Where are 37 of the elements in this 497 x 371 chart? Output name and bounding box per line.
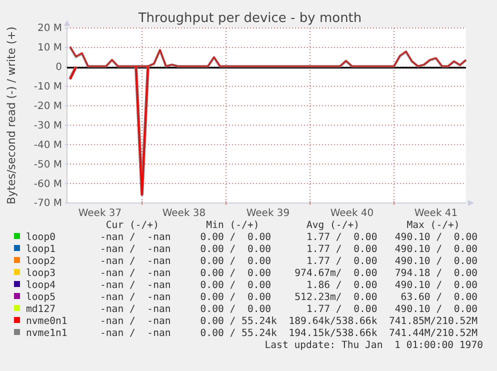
text: -nan / -nan 0.00 / 0.00 1.77 / 0.00 490.10 / 0.00	[100, 304, 478, 315]
x-tick-label: Week 41	[414, 208, 458, 220]
legend-label: loop4	[26, 280, 56, 291]
text: -nan / -nan 0.00 / 55.24k 194.15k/538.66k 741.44M/210.52M	[100, 328, 478, 339]
legend-label: md127	[26, 304, 56, 315]
legend-label: loop1	[26, 244, 56, 255]
y-tick-label: -20 M	[34, 100, 62, 112]
y-tick-label: -60 M	[34, 178, 62, 190]
y-tick-label: -30 M	[34, 120, 62, 132]
y-tick-label: 0	[56, 62, 62, 74]
y-tick-label: -70 M	[34, 198, 62, 210]
text: -nan / -nan 0.00 / 0.00 1.77 / 0.00 490.10 / 0.00	[100, 232, 478, 243]
text: -nan / -nan 0.00 / 0.00 974.67m/ 0.00 794.18 / 0.00	[100, 268, 478, 279]
x-tick-label: Week 40	[330, 208, 374, 220]
text: Last update: Thu Jan 1 01:00:00 1970	[264, 340, 484, 351]
y-tick-label: 20 M	[37, 23, 62, 34]
y-tick-label: -10 M	[34, 82, 62, 93]
text: -nan / -nan 0.00 / 0.00 1.86 / 0.00 490.10 / 0.00	[100, 280, 478, 291]
text: -nan / -nan 0.00 / 0.00 1.77 / 0.00 490.10 / 0.00	[100, 244, 478, 255]
text: -nan / -nan 0.00 / 55.24k 189.64k/538.66k 741.85M/210.52M	[100, 316, 478, 327]
y-tick-label: -50 M	[34, 159, 62, 170]
chart-title: Throughput per device - by month	[137, 11, 362, 26]
y-tick-label: 10 M	[37, 42, 62, 54]
x-tick-label: Week 38	[162, 208, 206, 220]
text: Cur (-/+) Min (-/+) Avg (-/+) Max (-/+)	[100, 220, 460, 231]
x-tick-label: Week 37	[78, 208, 122, 220]
legend-label: loop3	[26, 268, 56, 279]
y-tick-label: -40 M	[34, 140, 62, 151]
legend-label: loop5	[26, 292, 56, 303]
y-axis-title: Bytes/second read (-) / write (+)	[5, 26, 18, 204]
legend-label: nvme1n1	[26, 328, 68, 339]
legend-label: loop2	[26, 256, 56, 267]
legend-label: loop0	[26, 232, 56, 243]
text: -nan / -nan 0.00 / 0.00 1.77 / 0.00 490.10 / 0.00	[100, 256, 478, 267]
legend-label: nvme0n1	[26, 316, 68, 327]
x-tick-label: Week 39	[246, 208, 290, 220]
text: -nan / -nan 0.00 / 0.00 512.23m/ 0.00 63.60 / 0.00	[100, 292, 478, 303]
